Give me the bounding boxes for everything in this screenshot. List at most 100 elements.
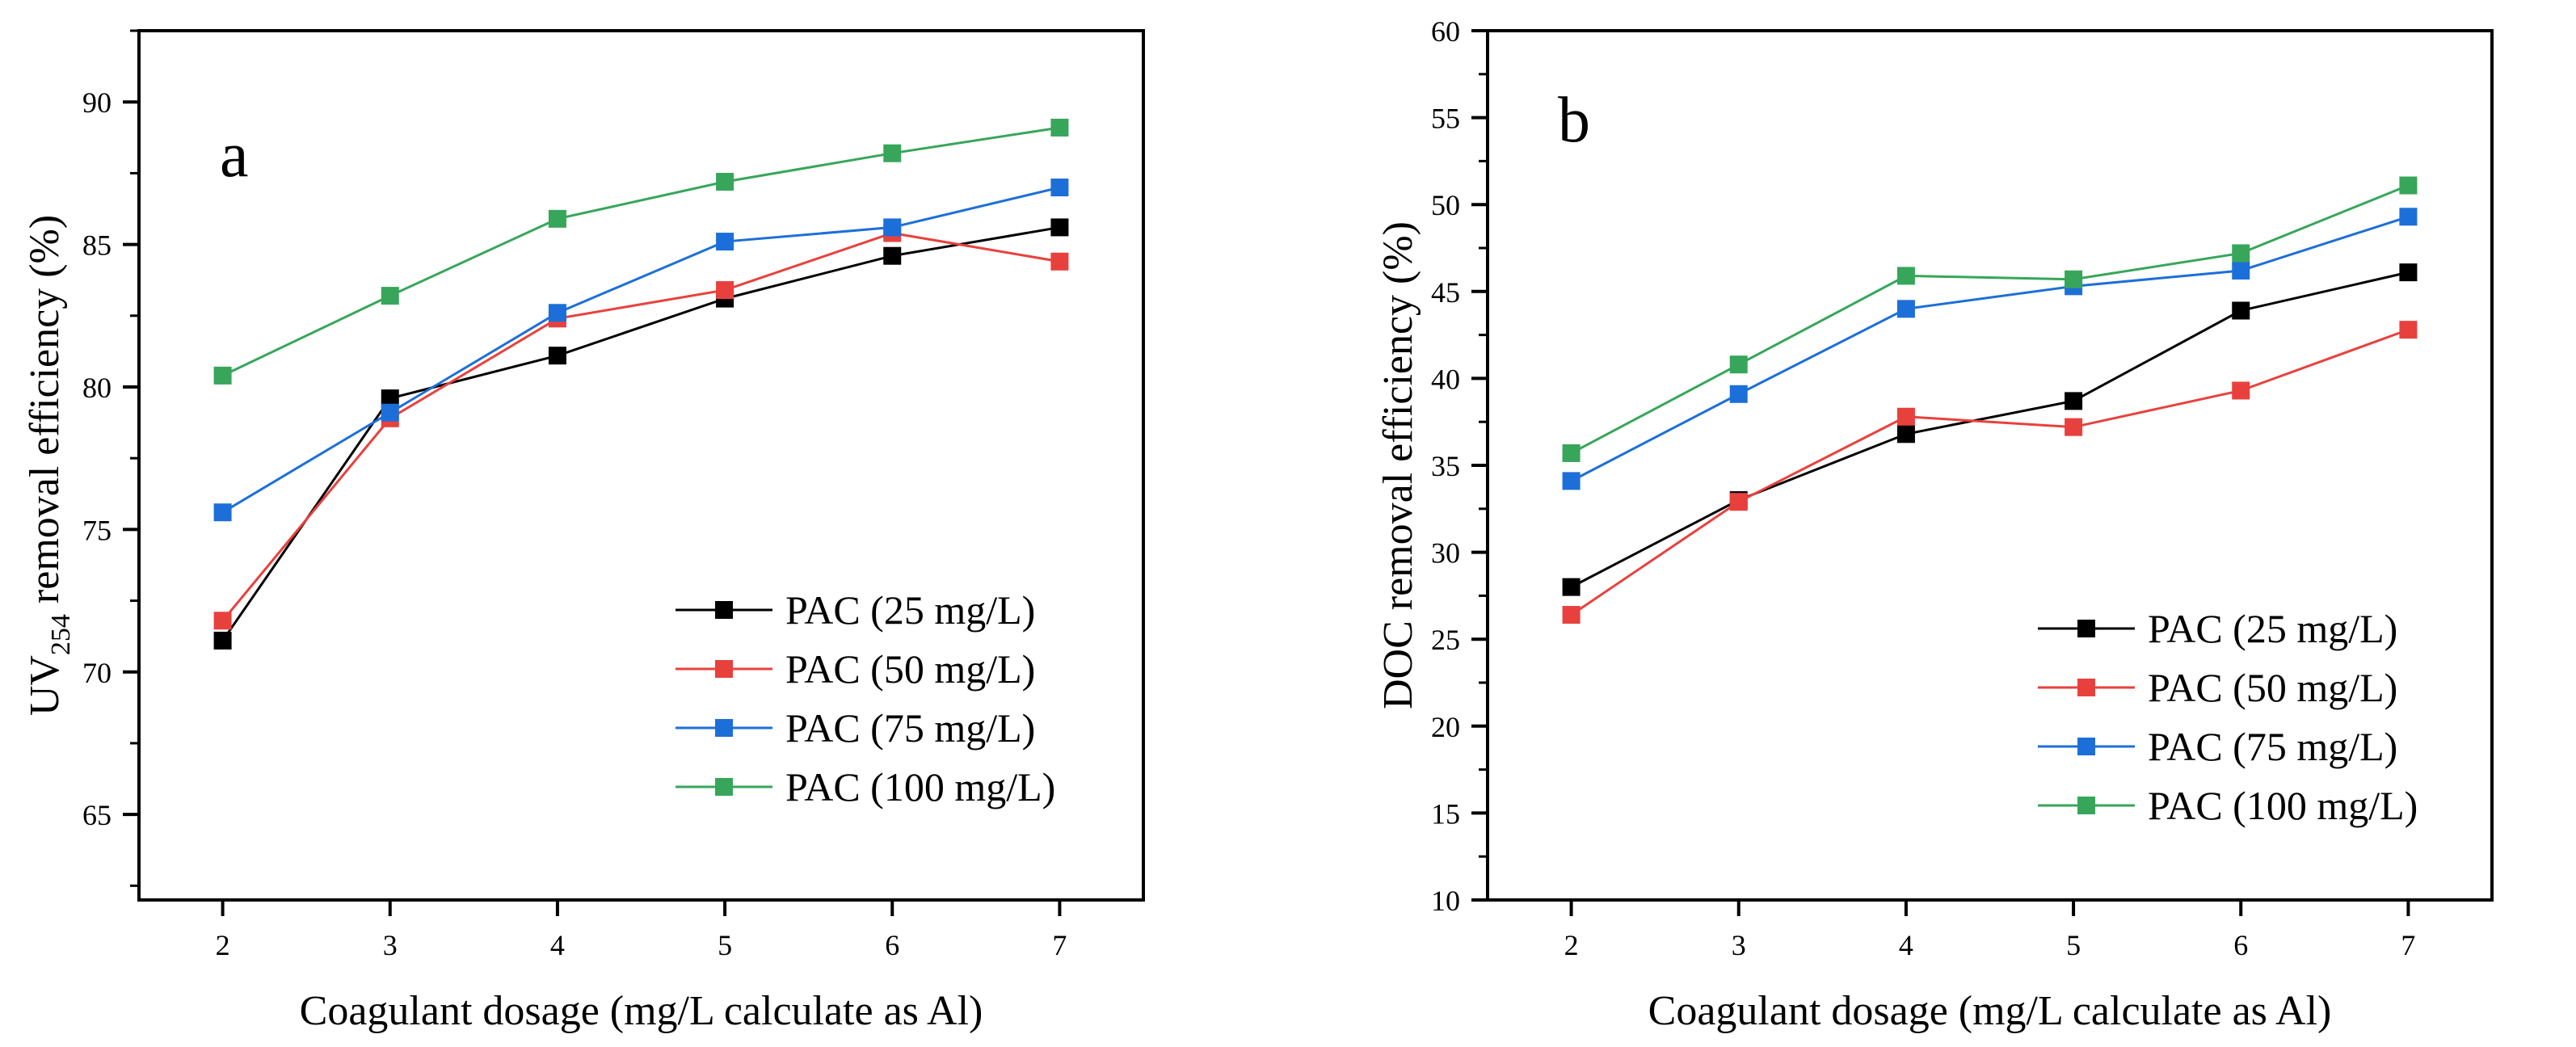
legend-marker: [2077, 679, 2095, 696]
legend-marker: [2077, 620, 2095, 637]
data-point: [548, 304, 566, 322]
data-point: [1729, 385, 1748, 403]
legend-marker: [715, 601, 733, 619]
x-tick-label: 3: [1732, 929, 1746, 961]
data-point: [2232, 381, 2250, 400]
data-point: [1729, 493, 1748, 511]
data-point: [548, 347, 566, 365]
data-point: [2399, 208, 2418, 226]
series-line: [1570, 184, 2409, 455]
data-point: [2065, 392, 2083, 410]
data-point: [1050, 118, 1069, 137]
data-point: [716, 281, 734, 300]
x-axis-label: Coagulant dosage (mg/L calculate as Al): [1648, 988, 2332, 1034]
data-point: [213, 366, 232, 385]
data-point: [381, 403, 399, 422]
x-tick-label: 7: [1052, 929, 1067, 961]
legend-label: PAC (50 mg/L): [785, 646, 1035, 692]
panel-label: a: [220, 120, 249, 191]
data-point: [213, 631, 232, 650]
y-axis-label: UV254 removal efficiency (%): [22, 215, 76, 716]
x-tick-label: 6: [2233, 929, 2248, 961]
data-point: [1896, 407, 1915, 426]
legend: PAC (25 mg/L) PAC (50 mg/L) PAC (75 mg/L) P…: [2038, 606, 2418, 828]
y-tick-label: 55: [1431, 103, 1460, 135]
y-tick-label: 85: [82, 229, 112, 262]
data-point: [548, 209, 566, 228]
series-line: [1570, 271, 2409, 588]
x-tick-label: 4: [550, 929, 565, 961]
x-tick-label: 5: [2066, 929, 2081, 961]
legend: PAC (25 mg/L) PAC (50 mg/L) PAC (75 mg/L) P…: [676, 587, 1055, 809]
data-point: [1896, 425, 1915, 444]
data-point: [2399, 263, 2418, 282]
legend-label: PAC (25 mg/L): [2148, 606, 2397, 651]
data-point: [1050, 179, 1069, 197]
y-tick-label: 30: [1431, 537, 1460, 570]
data-point: [2065, 418, 2083, 436]
y-tick-label: 25: [1431, 624, 1460, 656]
panel-label: b: [1558, 85, 1590, 156]
legend-marker: [2077, 738, 2095, 755]
x-tick-label: 6: [885, 929, 899, 961]
data-point: [1050, 252, 1069, 271]
data-point: [381, 389, 399, 408]
y-tick-label: 65: [82, 799, 112, 831]
data-point: [2232, 261, 2250, 280]
y-tick-label: 50: [1431, 189, 1460, 221]
legend-label: PAC (100 mg/L): [2148, 783, 2418, 828]
chart-panel-a: 2 3 4 5 6 7 65 70 75 80 85 90 Coagulant dosage (mg/L…: [22, 29, 1145, 1034]
series-line: [221, 231, 1060, 622]
plot-frame: [137, 29, 1145, 902]
data-point: [1896, 267, 1915, 285]
legend-label: PAC (50 mg/L): [2148, 665, 2397, 710]
data-point: [2399, 176, 2418, 195]
y-tick-label: 20: [1431, 711, 1460, 743]
series-line: [221, 126, 1060, 377]
y-tick-label: 40: [1431, 363, 1460, 395]
legend-label: PAC (75 mg/L): [785, 705, 1035, 751]
legend-marker: [715, 719, 733, 737]
y-axis-label: DOC removal efficiency (%): [1375, 221, 1421, 709]
series-line: [221, 225, 1060, 641]
x-tick-label: 3: [383, 929, 398, 961]
y-tick-label: 35: [1431, 450, 1460, 482]
legend-marker: [2077, 797, 2095, 814]
series-pac-75-mg-l-: [213, 179, 1069, 522]
y-tick-label: 70: [82, 657, 112, 689]
legend-label: PAC (25 mg/L): [785, 587, 1035, 633]
data-point: [716, 172, 734, 191]
data-point: [1562, 472, 1581, 490]
series-line: [221, 186, 1060, 514]
y-tick-label: 80: [82, 372, 112, 404]
data-point: [1050, 218, 1069, 237]
legend-label: PAC (100 mg/L): [785, 764, 1055, 809]
series-pac-75-mg-l-: [1562, 208, 2418, 490]
legend-marker: [715, 778, 733, 796]
data-point: [883, 246, 902, 265]
data-point: [883, 218, 902, 237]
series-pac-100-mg-l-: [213, 118, 1069, 385]
x-axis-label: Coagulant dosage (mg/L calculate as Al): [300, 988, 983, 1034]
y-tick-label: 10: [1431, 885, 1460, 917]
data-point: [2399, 321, 2418, 339]
series-pac-100-mg-l-: [1562, 176, 2418, 462]
y-tick-label: 90: [82, 86, 112, 119]
x-tick-label: 5: [718, 929, 732, 961]
data-point: [1562, 606, 1581, 624]
x-tick-label: 2: [216, 929, 230, 961]
data-point: [716, 233, 734, 251]
series-line: [1570, 215, 2409, 482]
data-point: [2232, 301, 2250, 320]
data-point: [883, 144, 902, 162]
data-point: [381, 287, 399, 305]
data-point: [213, 612, 232, 630]
y-tick-label: 45: [1431, 276, 1460, 309]
y-tick-label: 75: [82, 514, 112, 546]
y-tick-label: 15: [1431, 797, 1460, 830]
series-line: [1570, 328, 2409, 616]
y-tick-label: 60: [1431, 15, 1460, 48]
data-point: [2065, 270, 2083, 288]
